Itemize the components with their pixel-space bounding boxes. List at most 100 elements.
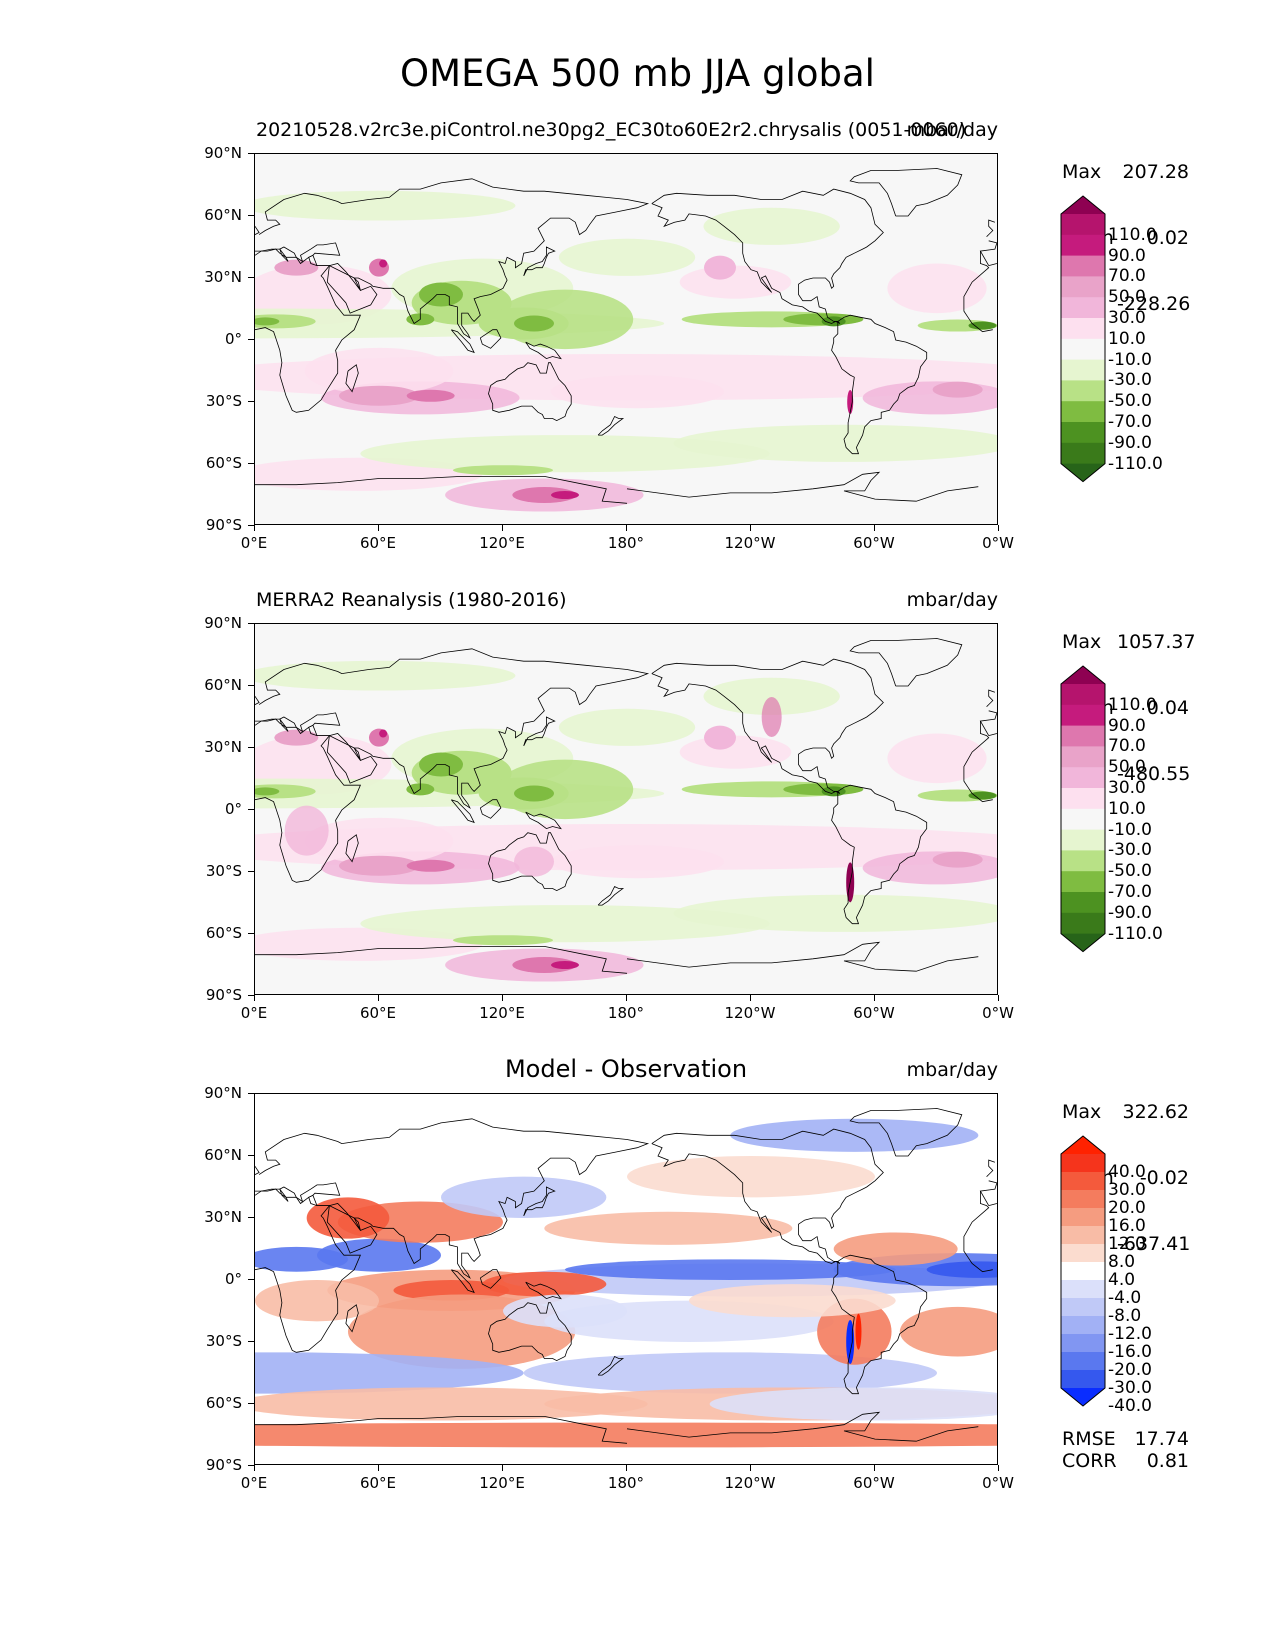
contour-region [503,1294,627,1328]
lat-tick-mark [248,1341,254,1342]
colorbar-tick-label: -30.0 [1108,840,1152,861]
colorbar-segment [1061,380,1105,402]
max-value: 207.28 [1122,161,1189,183]
contour-region [558,238,696,276]
colorbar-segment [1061,767,1105,789]
coastline [597,1355,625,1376]
panel-subtitle: MERRA2 Reanalysis (1980-2016) [256,589,567,611]
coastline [963,721,993,803]
colorbar-segment [1061,1190,1105,1209]
lon-tick-mark [874,1465,875,1471]
colorbar-tick-label: -40.0 [1108,1396,1152,1416]
colorbar-segment [1061,1244,1105,1263]
coastline [986,1159,996,1177]
contour-region [932,381,983,398]
lon-tick-mark [874,525,875,531]
lat-tick-label: 0° [224,800,242,818]
lat-tick-mark [248,277,254,278]
coastline [255,1415,628,1444]
max-label: Max [1062,1101,1102,1123]
contour-region [306,1197,390,1239]
lon-tick-mark [998,995,999,1001]
contour-region [406,859,455,872]
colorbar-tick-label: -50.0 [1108,391,1152,412]
contour-region [968,791,997,800]
lat-tick-label: 30°S [205,1332,242,1350]
contour-region [284,805,329,856]
colorbar-segment [1061,746,1105,768]
lon-tick-mark [998,525,999,531]
lon-tick-mark [378,1465,379,1471]
min-value: -637.41 [1117,1233,1191,1255]
colorbar-tick-label: 110.0 [1108,694,1157,715]
contour-region [339,385,419,406]
lat-tick-label: 90°N [204,614,242,632]
contour-region [255,787,280,796]
lat-tick-mark [248,339,254,340]
contour-region [255,1387,648,1421]
lat-tick-label: 60°N [204,1146,242,1164]
lat-tick-label: 30°S [205,862,242,880]
contour-region [855,1313,862,1350]
contour-region [703,207,840,245]
colorbar-segment [1061,725,1105,747]
coastline [626,1411,979,1442]
colorbar-segment [1061,422,1105,444]
lon-tick-label: 120°W [724,1474,776,1492]
lon-tick-label: 120°E [479,534,525,552]
coastline [523,716,556,747]
min-value: -228.26 [1117,293,1191,315]
colorbar-segment [1061,1226,1105,1245]
contour-region [304,347,454,395]
contour-region [673,894,997,932]
colorbar-tick-label: 30.0 [1108,308,1146,328]
panel-observation: MERRA2 Reanalysis (1980-2016) mbar/day M… [0,585,1275,1045]
coastline [626,941,979,972]
contour-region [558,708,696,746]
colorbar-tick-label: 40.0 [1108,1162,1146,1182]
colorbar-tick-label: 4.0 [1108,1270,1136,1290]
mean-value: -0.02 [1139,1167,1189,1189]
contour-region [514,315,554,332]
colorbar-extend-top [1061,196,1105,214]
lon-tick-label: 0°E [240,1474,268,1492]
contour-region [703,677,840,715]
colorbar-tick-label: 12.0 [1108,1234,1146,1254]
coastline [651,188,884,324]
coastline [597,885,625,906]
lon-tick-mark [502,525,503,531]
colorbar-segment [1061,1154,1105,1173]
lon-tick-label: 60°W [853,534,895,552]
contour-region [453,935,553,946]
coastline [255,226,260,235]
coastline [488,362,572,422]
colorbar-segment [1061,359,1105,381]
lat-tick-label: 30°N [204,1208,242,1226]
coastline [479,799,502,819]
colorbar-tick-label: -10.0 [1108,349,1152,370]
contour-region [704,725,736,750]
figure-title: OMEGA 500 mb JJA global [400,52,875,95]
lon-tick-label: 120°E [479,1004,525,1022]
contour-region [255,190,516,221]
contour-region [544,1211,793,1245]
contour-region [255,660,516,691]
lat-tick-mark [248,1093,254,1094]
colorbar-tick-label: -110.0 [1108,453,1163,474]
contour-region [339,855,419,876]
colorbar-segment [1061,704,1105,727]
contour-region [512,957,577,973]
colorbar-tick-label: 16.0 [1108,1216,1146,1236]
coastline [255,178,650,340]
contour-region [255,317,280,326]
colorbar-segment [1061,684,1105,706]
colorbar-tick-label: -10.0 [1108,819,1152,840]
colorbar-tick-label: -50.0 [1108,861,1152,882]
contour-region [255,1422,997,1448]
coastline [255,648,650,810]
contour-region [441,1176,607,1218]
colorbar-segment [1061,255,1105,277]
map-canvas [255,624,997,994]
lat-tick-mark [248,995,254,996]
contour-region [514,785,554,802]
